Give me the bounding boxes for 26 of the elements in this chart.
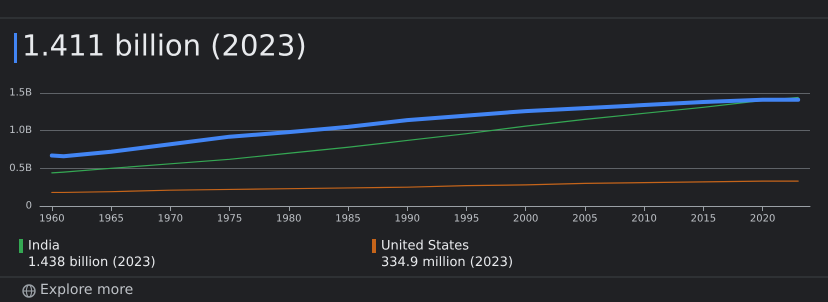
x-tick-label: 2015 <box>690 214 716 224</box>
line-series <box>50 98 800 158</box>
x-tick-label: 1980 <box>276 214 302 224</box>
x-tick-label: 2020 <box>750 214 776 224</box>
x-tick-label: 2000 <box>512 214 538 224</box>
legend-label: United States <box>381 238 470 254</box>
x-tick-label: 1985 <box>335 214 361 224</box>
line-series <box>51 96 799 174</box>
legend-label: India <box>28 238 60 254</box>
x-tick-label: 1995 <box>454 214 480 224</box>
text: 334.9 million (2023) <box>381 255 514 270</box>
x-tick-label: 2010 <box>631 214 657 224</box>
x-tick-label: 2005 <box>572 214 598 224</box>
x-tick-label: 1975 <box>216 214 242 224</box>
y-tick-label: 1.5B <box>9 88 32 98</box>
y-tick-label: 1.0B <box>9 125 32 136</box>
text: 1.438 billion (2023) <box>28 255 156 270</box>
line-series <box>51 180 799 194</box>
text: Explore more <box>40 282 134 298</box>
chart-title: 1.411 billion (2023) <box>22 28 307 62</box>
y-tick-label: 0.5B <box>9 162 32 174</box>
y-tick-label: 0 <box>26 200 32 212</box>
x-tick-label: 1965 <box>98 214 124 224</box>
x-tick-label: 1960 <box>39 214 65 224</box>
x-tick-label: 1990 <box>394 214 420 224</box>
x-tick-label: 1970 <box>158 214 184 224</box>
